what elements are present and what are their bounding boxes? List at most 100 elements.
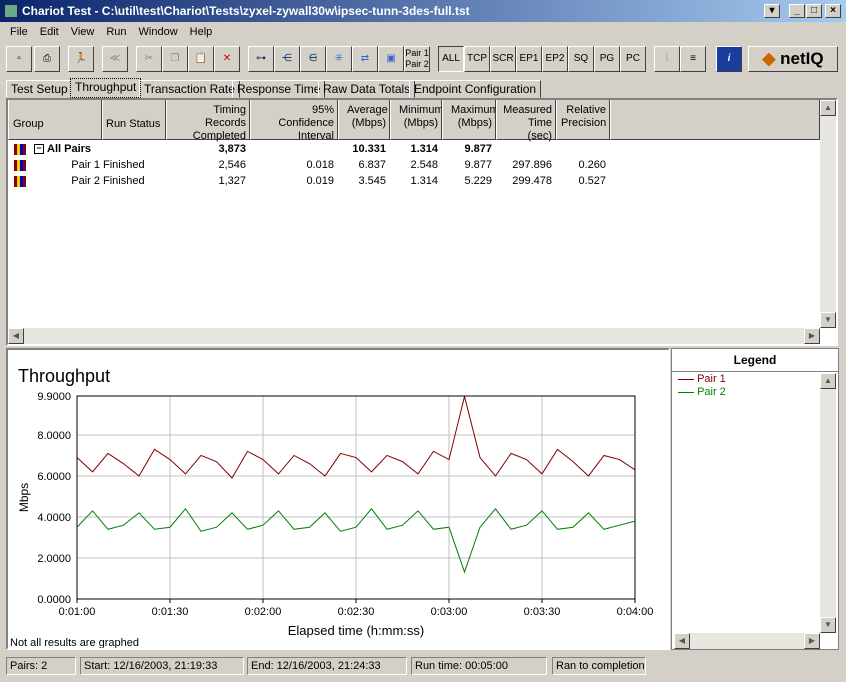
legend-title: Legend (672, 349, 838, 372)
results-table: Group Run Status Timing Records Complete… (6, 98, 838, 346)
tab-raw-data-totals[interactable]: Raw Data Totals (318, 80, 416, 98)
table-row-pair-2[interactable]: Pair 2 Finished 1,327 0.019 3.545 1.314 … (8, 174, 618, 190)
tab-throughput[interactable]: Throughput (70, 78, 142, 98)
x-tick-label: 0:02:00 (245, 606, 282, 618)
swap-button[interactable]: ⇄ (352, 46, 378, 72)
scroll-down-button[interactable]: ▼ (820, 617, 836, 633)
collapse-icon[interactable]: − (34, 144, 44, 154)
col-run-status[interactable]: Run Status (102, 100, 166, 140)
paste-button[interactable]: 📋 (188, 46, 214, 72)
col-confidence-interval[interactable]: 95% Confidence Interval (250, 100, 338, 142)
throughput-chart: Throughput 0.0000 2.0000 4.0000 6.0000 8.0000… (6, 348, 670, 650)
col-group[interactable]: Group (8, 100, 102, 140)
tab-endpoint-configuration[interactable]: Endpoint Configuration (409, 80, 542, 98)
chart-svg: Throughput 0.0000 2.0000 4.0000 6.0000 8.0000… (10, 366, 654, 648)
y-axis-label: Mbps (17, 483, 31, 512)
legend-line-icon (678, 378, 694, 380)
scroll-right-button[interactable]: ▶ (804, 633, 820, 649)
scroll-left-button[interactable]: ◀ (8, 328, 24, 344)
add-multicast-button[interactable]: ⋲ (274, 46, 300, 72)
col-minimum[interactable]: Minimum (Mbps) (390, 100, 444, 140)
table-row-pair-1[interactable]: Pair 1 Finished 2,546 0.018 6.837 2.548 … (8, 158, 618, 174)
edit-pair-button[interactable]: ⁜ (326, 46, 352, 72)
group-button[interactable]: ▣ (378, 46, 404, 72)
menu-view[interactable]: View (70, 26, 95, 38)
filter-scr-button[interactable]: SCR (490, 46, 516, 72)
table-row-all-pairs[interactable]: − All Pairs 3,873 10.331 1.314 9.877 (8, 142, 618, 158)
logo-cube-icon: ◆ (762, 49, 776, 68)
app-icon (4, 4, 18, 18)
tab-test-setup[interactable]: Test Setup (6, 80, 73, 98)
x-tick-label: 0:02:30 (338, 606, 375, 618)
not-all-graphed-note: Not all results are graphed (10, 637, 139, 648)
y-tick-label: 4.0000 (37, 512, 71, 524)
add-pair-button[interactable]: ⊶ (248, 46, 274, 72)
filter-ep1-button[interactable]: EP1 (516, 46, 542, 72)
menu-bar: File Edit View Run Window Help (0, 22, 846, 41)
legend-vertical-scrollbar[interactable]: ▲ ▼ (820, 373, 836, 633)
legend-panel: Legend Pair 1 Pair 2 ▲ ▼ ◀ ▶ (671, 348, 839, 650)
print-button[interactable]: ⎙ (34, 46, 60, 72)
legend-line-icon (678, 391, 694, 393)
title-bar: Chariot Test - C:\util\test\Chariot\Test… (0, 0, 846, 22)
filter-tcp-button[interactable]: TCP (464, 46, 490, 72)
scroll-left-button[interactable]: ◀ (674, 633, 690, 649)
filter-sq-button[interactable]: SQ (568, 46, 594, 72)
table-vertical-scrollbar[interactable]: ▲ ▼ (820, 100, 836, 328)
run-button[interactable]: 🏃 (68, 46, 94, 72)
legend-item-pair-2[interactable]: Pair 2 (678, 386, 726, 398)
menu-window[interactable]: Window (138, 26, 178, 38)
x-tick-label: 0:03:30 (524, 606, 561, 618)
x-tick-label: 0:04:00 (617, 606, 654, 618)
plot-frame (76, 395, 636, 600)
y-tick-label: 6.0000 (37, 471, 71, 483)
status-result: Ran to completion (552, 657, 646, 675)
series-line-pair-2 (76, 507, 636, 574)
close-button[interactable]: × (825, 4, 841, 18)
col-measured-time[interactable]: Measured Time (sec) (496, 100, 556, 142)
back-button[interactable]: ≪ (102, 46, 128, 72)
tab-response-time[interactable]: Response Time (232, 80, 326, 98)
status-end: End: 12/16/2003, 21:24:33 (247, 657, 407, 675)
header-filler (610, 100, 820, 140)
legend-item-pair-1[interactable]: Pair 1 (678, 373, 726, 385)
scroll-down-button[interactable]: ▼ (820, 312, 836, 328)
col-maximum[interactable]: Maximum (Mbps) (442, 100, 499, 140)
status-run-time: Run time: 00:05:00 (411, 657, 547, 675)
filter-ep2-button[interactable]: EP2 (542, 46, 568, 72)
x-tick-label: 0:01:30 (152, 606, 189, 618)
pair-toggle-button[interactable]: Pair 1 Pair 2 (404, 46, 430, 72)
new-button[interactable]: ▫ (6, 46, 32, 72)
filter-all-button[interactable]: ALL (438, 46, 464, 72)
table-horizontal-scrollbar[interactable]: ◀ ▶ (8, 328, 820, 344)
menu-edit[interactable]: Edit (39, 26, 59, 38)
copy-button[interactable]: ❐ (162, 46, 188, 72)
legend-horizontal-scrollbar[interactable]: ◀ ▶ (674, 633, 820, 649)
menu-run[interactable]: Run (106, 26, 127, 38)
menu-help[interactable]: Help (189, 26, 213, 38)
minimize-button[interactable]: _ (789, 4, 805, 18)
filter-pc-button[interactable]: PC (620, 46, 646, 72)
y-tick-label: 9.9000 (37, 391, 71, 403)
add-group-button[interactable]: ⋳ (300, 46, 326, 72)
y-tick-label: 2.0000 (37, 553, 71, 565)
menu-file[interactable]: File (10, 26, 28, 38)
tab-transaction-rate[interactable]: Transaction Rate (139, 80, 240, 98)
menu-icon-button[interactable]: ▾ (764, 4, 780, 18)
chart-title: Throughput (18, 366, 110, 386)
list-view-button[interactable]: ≡ (680, 46, 706, 72)
delete-button[interactable]: ✕ (214, 46, 240, 72)
filter-pg-button[interactable]: PG (594, 46, 620, 72)
info-button[interactable]: i (716, 46, 742, 72)
grid-view-button[interactable]: ⁞ (654, 46, 680, 72)
col-timing-records[interactable]: Timing Records Completed (166, 100, 250, 142)
status-pairs: Pairs: 2 (6, 657, 76, 675)
scroll-right-button[interactable]: ▶ (804, 328, 820, 344)
scroll-up-button[interactable]: ▲ (820, 100, 836, 116)
cut-button[interactable]: ✂ (136, 46, 162, 72)
col-relative-precision[interactable]: Relative Precision (556, 100, 610, 140)
status-start: Start: 12/16/2003, 21:19:33 (80, 657, 244, 675)
maximize-button[interactable]: □ (806, 4, 822, 18)
col-average[interactable]: Average (Mbps) (338, 100, 390, 140)
scroll-up-button[interactable]: ▲ (820, 373, 836, 389)
